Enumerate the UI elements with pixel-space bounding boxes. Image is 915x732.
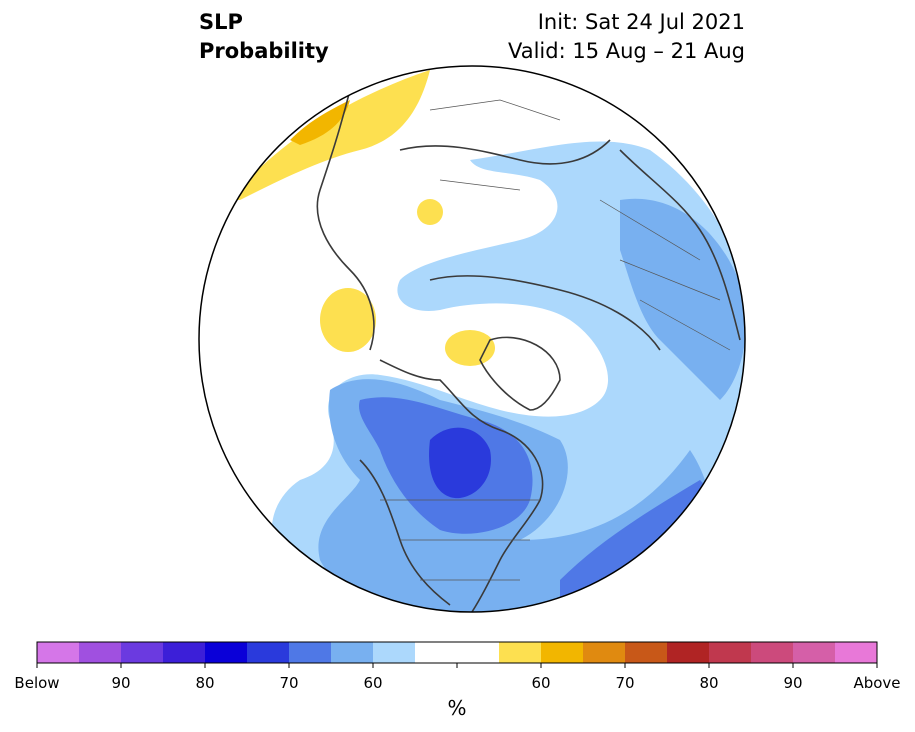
colorbar-cell bbox=[709, 642, 752, 663]
polar-map bbox=[198, 65, 746, 613]
colorbar-cell bbox=[289, 642, 332, 663]
colorbar-tick-label: 80 bbox=[699, 674, 719, 692]
region-above-60-pacific bbox=[230, 70, 430, 200]
colorbar-tick-label: Below bbox=[14, 674, 60, 692]
map-title: SLP Probability bbox=[199, 8, 329, 66]
region-above-60-siberia bbox=[320, 288, 376, 352]
map-dates: Init: Sat 24 Jul 2021 Valid: 15 Aug – 21… bbox=[508, 8, 745, 66]
colorbar-tick-label: 60 bbox=[531, 674, 551, 692]
region-above-60-small bbox=[417, 199, 443, 225]
colorbar-tick-label: Above bbox=[853, 674, 901, 692]
colorbar-cell bbox=[373, 642, 416, 663]
globe-outline bbox=[198, 65, 746, 613]
region-below-80-hudson bbox=[429, 427, 491, 499]
colorbar-cell bbox=[541, 642, 584, 663]
colorbar-cell bbox=[121, 642, 164, 663]
colorbar-cell bbox=[583, 642, 626, 663]
region-above-70-pacific bbox=[290, 100, 350, 145]
colorbar-tick-label: 90 bbox=[111, 674, 131, 692]
colorbar-tick-label: 70 bbox=[279, 674, 299, 692]
colorbar-cell bbox=[667, 642, 710, 663]
colorbar-cell bbox=[247, 642, 290, 663]
colorbar-cell bbox=[331, 642, 374, 663]
region-above-60-arctic bbox=[445, 330, 495, 366]
colorbar-frame bbox=[36, 641, 878, 664]
region-below-60-eurasia bbox=[620, 198, 745, 400]
borders bbox=[380, 99, 731, 581]
colorbar-cell bbox=[793, 642, 836, 663]
colorbar-tick-label: 80 bbox=[195, 674, 215, 692]
colorbar-tick-label: 70 bbox=[615, 674, 635, 692]
colorbar-cell bbox=[835, 642, 878, 663]
colorbar-cell bbox=[415, 642, 500, 663]
colorbar-cell bbox=[37, 642, 80, 663]
probability-fields bbox=[199, 66, 745, 612]
colorbar-cell bbox=[205, 642, 248, 663]
colorbar-tick-label: 90 bbox=[783, 674, 803, 692]
title-variable: SLP bbox=[199, 10, 243, 34]
colorbar-cell bbox=[163, 642, 206, 663]
colorbar-tick-label: 60 bbox=[363, 674, 383, 692]
colorbar-unit: % bbox=[447, 696, 467, 720]
colorbar-cell bbox=[625, 642, 668, 663]
colorbar-cell bbox=[499, 642, 542, 663]
title-product: Probability bbox=[199, 39, 329, 63]
valid-range: Valid: 15 Aug – 21 Aug bbox=[507, 39, 745, 63]
coastlines bbox=[316, 89, 741, 612]
colorbar-cell bbox=[751, 642, 794, 663]
init-date: Init: Sat 24 Jul 2021 bbox=[537, 10, 745, 34]
colorbar-cell bbox=[79, 642, 122, 663]
